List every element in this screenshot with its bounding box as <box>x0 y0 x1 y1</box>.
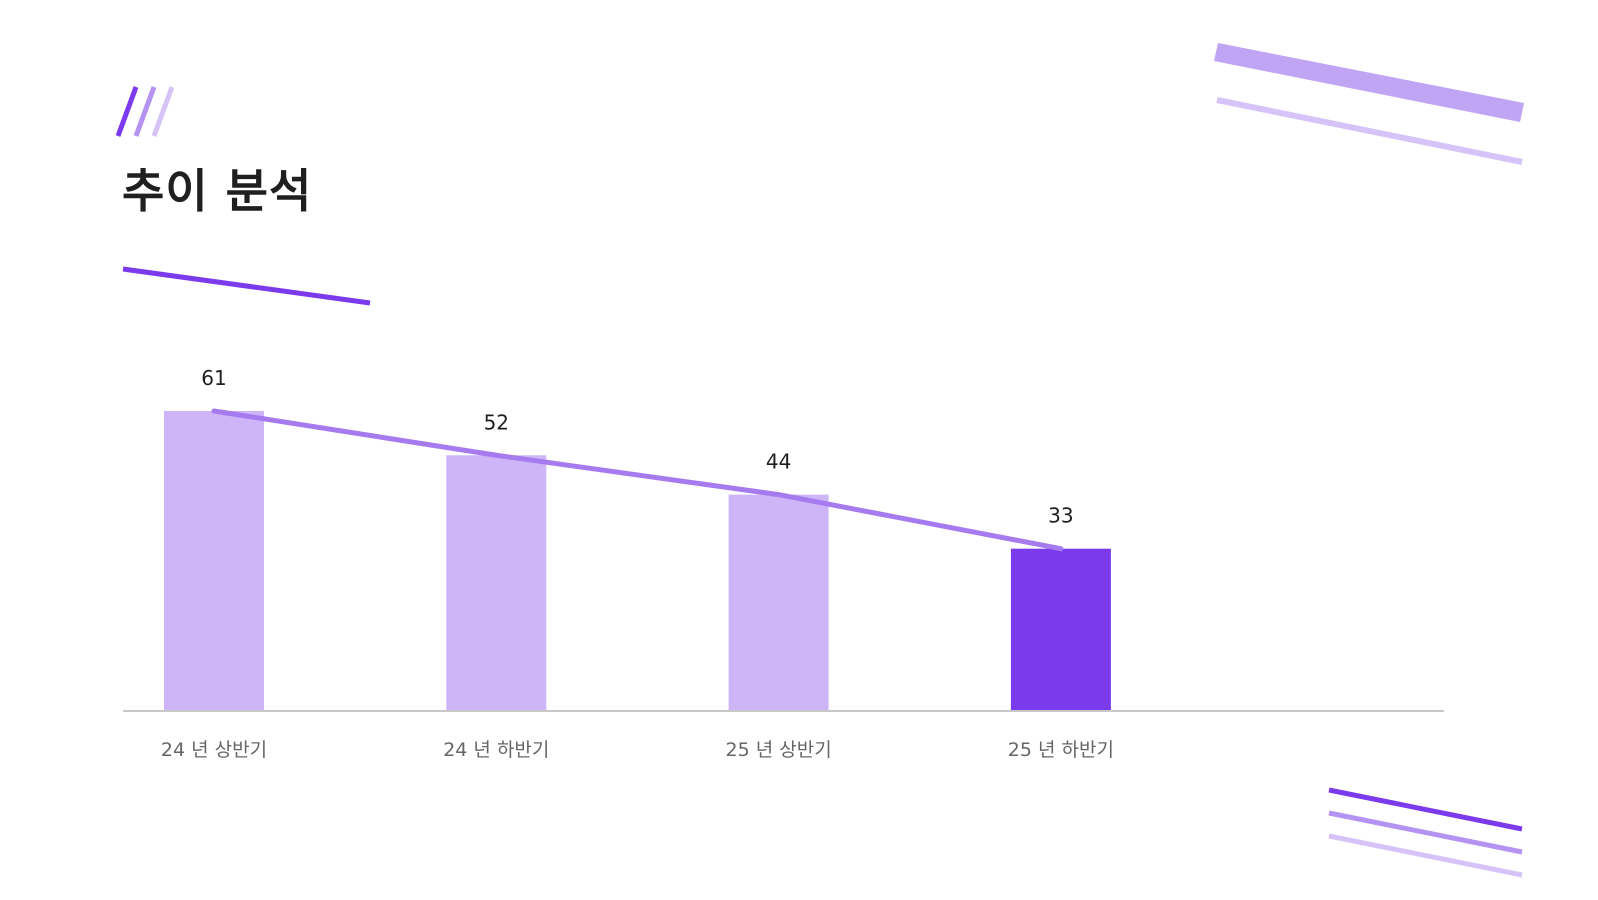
bar-3 <box>728 494 829 711</box>
data-label-1: 61 <box>201 366 226 390</box>
page-title: 추이 분석 <box>122 164 313 218</box>
stripe-bottom-2 <box>1328 810 1523 855</box>
slash-dark <box>115 86 139 137</box>
data-label-4: 33 <box>1048 504 1073 528</box>
bars-layer <box>164 411 1111 711</box>
labels-layer: 61 24 년 상반기 52 24 년 하반기 44 25 년 상반기 33 25 년 하반기 <box>161 366 1114 761</box>
slash-light <box>151 86 175 137</box>
stripe-top-thick <box>1214 43 1524 122</box>
bar-2 <box>446 455 547 711</box>
trend-line <box>211 408 1064 552</box>
stripe-top-thin <box>1216 97 1523 165</box>
x-tick-label-2: 24 년 하반기 <box>443 739 549 761</box>
x-tick-label-1: 24 년 상반기 <box>161 739 267 761</box>
stripe-bottom-3 <box>1328 833 1523 878</box>
x-tick-label-3: 25 년 상반기 <box>726 739 832 761</box>
x-tick-label-4: 25 년 하반기 <box>1008 739 1114 761</box>
slash-mid <box>133 86 157 137</box>
data-label-3: 44 <box>766 450 791 474</box>
stripe-bottom-1 <box>1328 787 1523 832</box>
data-label-2: 52 <box>484 410 509 434</box>
title-underline <box>122 266 371 306</box>
bar-1 <box>164 411 264 711</box>
bar-4 <box>1010 548 1111 711</box>
